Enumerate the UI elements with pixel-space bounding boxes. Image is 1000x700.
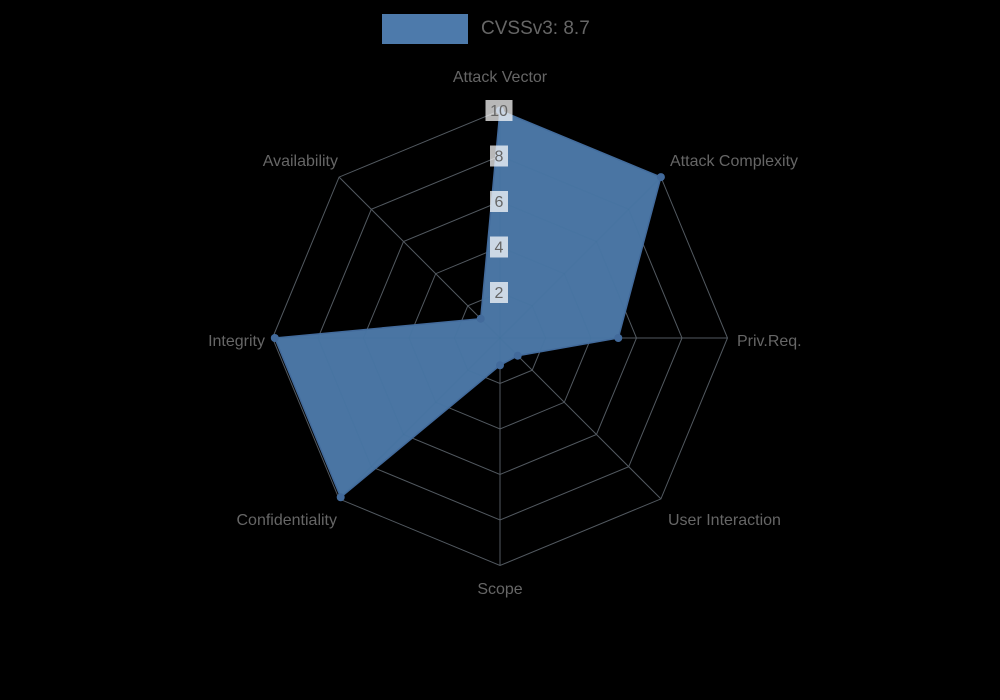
data-point-5 <box>336 493 345 502</box>
grid-spoke <box>338 176 501 339</box>
legend-color-swatch <box>382 14 468 44</box>
legend-item-cvssv3[interactable]: CVSSv3: 8.7 <box>382 14 590 44</box>
tick-backdrop <box>485 100 513 121</box>
grid-inner-spoke <box>338 337 501 498</box>
tick-backdrop <box>490 191 508 212</box>
axis-label-priv-req: Priv.Req. <box>737 333 802 350</box>
axis-label-attack-vector: Attack Vector <box>453 69 548 86</box>
axis-label-attack-complexity: Attack Complexity <box>670 153 798 170</box>
tick-label: 4 <box>495 240 504 257</box>
data-point-1 <box>656 173 665 182</box>
axis-label-availability: Availability <box>263 153 338 170</box>
grid-spoke <box>499 337 662 500</box>
tick-label: 6 <box>495 194 504 211</box>
tick-label: 2 <box>495 285 504 302</box>
legend-label: CVSSv3: 8.7 <box>481 18 590 39</box>
chart-legend: CVSSv3: 8.7 <box>382 14 590 44</box>
data-point-7 <box>476 314 485 323</box>
data-point-2 <box>614 334 623 342</box>
tick-label: 10 <box>490 103 508 120</box>
tick-backdrop <box>490 282 508 303</box>
grid-inner-spoke <box>499 176 661 339</box>
tick-backdrop <box>490 236 508 258</box>
data-point-3 <box>513 351 522 360</box>
data-point-6 <box>270 334 279 342</box>
data-point-4 <box>496 361 504 370</box>
axis-label-integrity: Integrity <box>208 333 265 350</box>
axis-label-user-interaction: User Interaction <box>668 512 781 529</box>
tick-backdrop <box>490 145 508 167</box>
axis-label-scope: Scope <box>477 581 522 598</box>
tick-label: 8 <box>495 149 504 166</box>
axis-label-confidentiality: Confidentiality <box>237 512 338 529</box>
